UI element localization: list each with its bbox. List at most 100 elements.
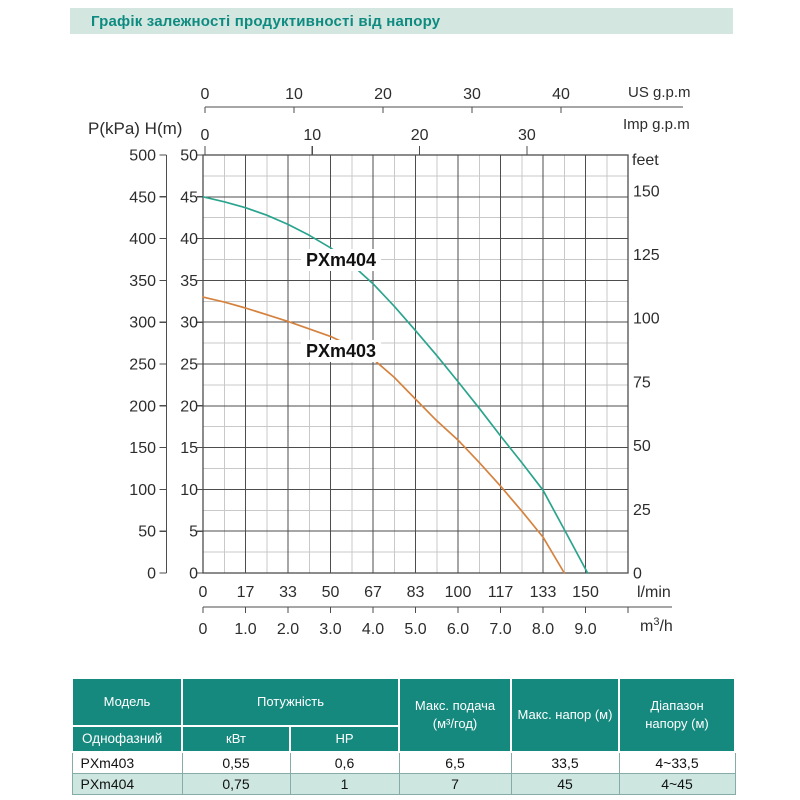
axis-h-m: 0 5 10 15 20 25 30 35 40 45 50: [180, 148, 203, 583]
th-model: Модель: [71, 677, 183, 727]
svg-text:US g.p.m: US g.p.m: [628, 84, 691, 101]
svg-text:150: 150: [572, 584, 599, 601]
th-hp: HP: [289, 725, 400, 753]
svg-text:50: 50: [633, 438, 651, 455]
svg-text:PXm403: PXm403: [306, 341, 376, 361]
svg-text:150: 150: [633, 183, 660, 200]
svg-text:0: 0: [201, 127, 210, 144]
svg-text:67: 67: [364, 584, 382, 601]
svg-text:l/min: l/min: [637, 584, 671, 601]
svg-text:PXm404: PXm404: [306, 250, 376, 270]
table-header-row-1: Модель Потужність Макс. подача (м³/год) …: [71, 677, 736, 753]
th-phase: Однофазний: [71, 725, 183, 753]
svg-text:83: 83: [407, 584, 425, 601]
svg-text:0: 0: [633, 566, 642, 583]
svg-text:10: 10: [303, 127, 321, 144]
svg-text:350: 350: [129, 273, 156, 290]
svg-text:45: 45: [180, 189, 198, 206]
cell-model: PXm403: [71, 751, 183, 774]
svg-text:30: 30: [463, 86, 481, 103]
cell-head: 33,5: [510, 751, 620, 774]
curve-pxm403: [202, 296, 566, 574]
svg-text:5.0: 5.0: [404, 621, 426, 638]
axis-kpa: 0 50 100 150 200 250 300 350 400 450 500: [129, 148, 168, 583]
table-header-row-2: Однофазний кВт HP: [71, 725, 735, 753]
svg-text:100: 100: [129, 482, 156, 499]
svg-text:0: 0: [201, 86, 210, 103]
cell-flow: 7: [398, 772, 512, 795]
svg-text:25: 25: [180, 357, 198, 374]
svg-text:17: 17: [237, 584, 255, 601]
svg-text:0: 0: [147, 566, 156, 583]
svg-text:10: 10: [180, 482, 198, 499]
th-max-flow-line1: Макс. подача: [414, 698, 496, 714]
cell-range: 4~45: [618, 772, 736, 795]
spec-table: Модель Потужність Макс. подача (м³/год) …: [71, 677, 736, 795]
th-max-flow-line2: (м³/год): [432, 716, 478, 731]
cell-flow: 6,5: [398, 751, 512, 774]
svg-text:200: 200: [129, 398, 156, 415]
svg-text:125: 125: [633, 247, 660, 264]
cell-head: 45: [510, 772, 620, 795]
svg-text:0: 0: [199, 621, 208, 638]
svg-text:150: 150: [129, 440, 156, 457]
svg-text:30: 30: [518, 127, 536, 144]
svg-text:133: 133: [530, 584, 557, 601]
svg-text:10: 10: [285, 86, 303, 103]
th-max-head: Макс. напор (м): [510, 677, 620, 753]
svg-text:20: 20: [374, 86, 392, 103]
th-head-range: Діапазон напору (м): [618, 677, 736, 753]
curve-label-pxm403: PXm403: [300, 340, 382, 362]
svg-text:20: 20: [180, 398, 198, 415]
svg-text:100: 100: [633, 311, 660, 328]
axis-imp-gpm: 0 10 20 30 Imp g.p.m: [201, 116, 690, 155]
curve-label-pxm404: PXm404: [300, 249, 382, 271]
axis-lmin: 0 17 33 50 67 83 100 117 133 150 l/min: [199, 584, 671, 601]
svg-text:3.0: 3.0: [319, 621, 341, 638]
svg-text:20: 20: [411, 127, 429, 144]
svg-text:500: 500: [129, 148, 156, 165]
svg-text:m3/h: m3/h: [640, 616, 673, 635]
svg-text:400: 400: [129, 231, 156, 248]
svg-text:33: 33: [279, 584, 297, 601]
svg-text:15: 15: [180, 440, 198, 457]
pump-curves: [202, 195, 589, 574]
svg-text:6.0: 6.0: [447, 621, 469, 638]
svg-text:7.0: 7.0: [489, 621, 511, 638]
svg-text:300: 300: [129, 315, 156, 332]
svg-text:250: 250: [129, 357, 156, 374]
grid-major: [203, 155, 628, 573]
svg-text:Imp g.p.m: Imp g.p.m: [623, 116, 690, 133]
cell-model: PXm404: [71, 772, 183, 795]
svg-text:40: 40: [552, 86, 570, 103]
th-head-range-line1: Діапазон: [650, 698, 704, 714]
svg-text:35: 35: [180, 273, 198, 290]
svg-text:450: 450: [129, 189, 156, 206]
svg-text:0: 0: [199, 584, 208, 601]
svg-text:100: 100: [445, 584, 472, 601]
svg-text:2.0: 2.0: [277, 621, 299, 638]
table-row-pxm403: PXm403 0,55 0,6 6,5 33,5 4~33,5: [71, 751, 736, 774]
axis-feet: feet 0 25 50 75 100 125 150: [632, 152, 660, 583]
svg-text:117: 117: [488, 584, 514, 601]
svg-text:50: 50: [138, 524, 156, 541]
axis-left-header: P(kPa) H(m): [88, 119, 182, 138]
cell-range: 4~33,5: [618, 751, 736, 774]
svg-text:4.0: 4.0: [362, 621, 384, 638]
axis-m3h: 0 1.0 2.0 3.0 4.0 5.0 6.0 7.0 8.0 9.0 m3/h: [199, 606, 673, 638]
svg-text:50: 50: [322, 584, 340, 601]
th-max-flow: Макс. подача (м³/год): [398, 677, 512, 753]
axis-us-gpm: 0 10 20 30 40 US g.p.m: [201, 84, 691, 113]
chart-title-bar: Графік залежності продуктивності від нап…: [70, 8, 733, 34]
cell-hp: 1: [289, 772, 400, 795]
svg-text:8.0: 8.0: [532, 621, 554, 638]
th-head-range-line2: напору (м): [645, 716, 709, 731]
svg-text:30: 30: [180, 315, 198, 332]
svg-text:P(kPa) H(m): P(kPa) H(m): [88, 119, 182, 138]
chart-title: Графік залежності продуктивності від нап…: [91, 12, 441, 30]
pump-performance-chart: PXm404 PXm403 0 10 20 30 40 US g.p.m 0 10 20 30 Imp …: [88, 84, 691, 638]
table-row-pxm404: PXm404 0,75 1 7 45 4~45: [71, 772, 736, 795]
svg-text:75: 75: [633, 374, 651, 391]
svg-text:40: 40: [180, 231, 198, 248]
